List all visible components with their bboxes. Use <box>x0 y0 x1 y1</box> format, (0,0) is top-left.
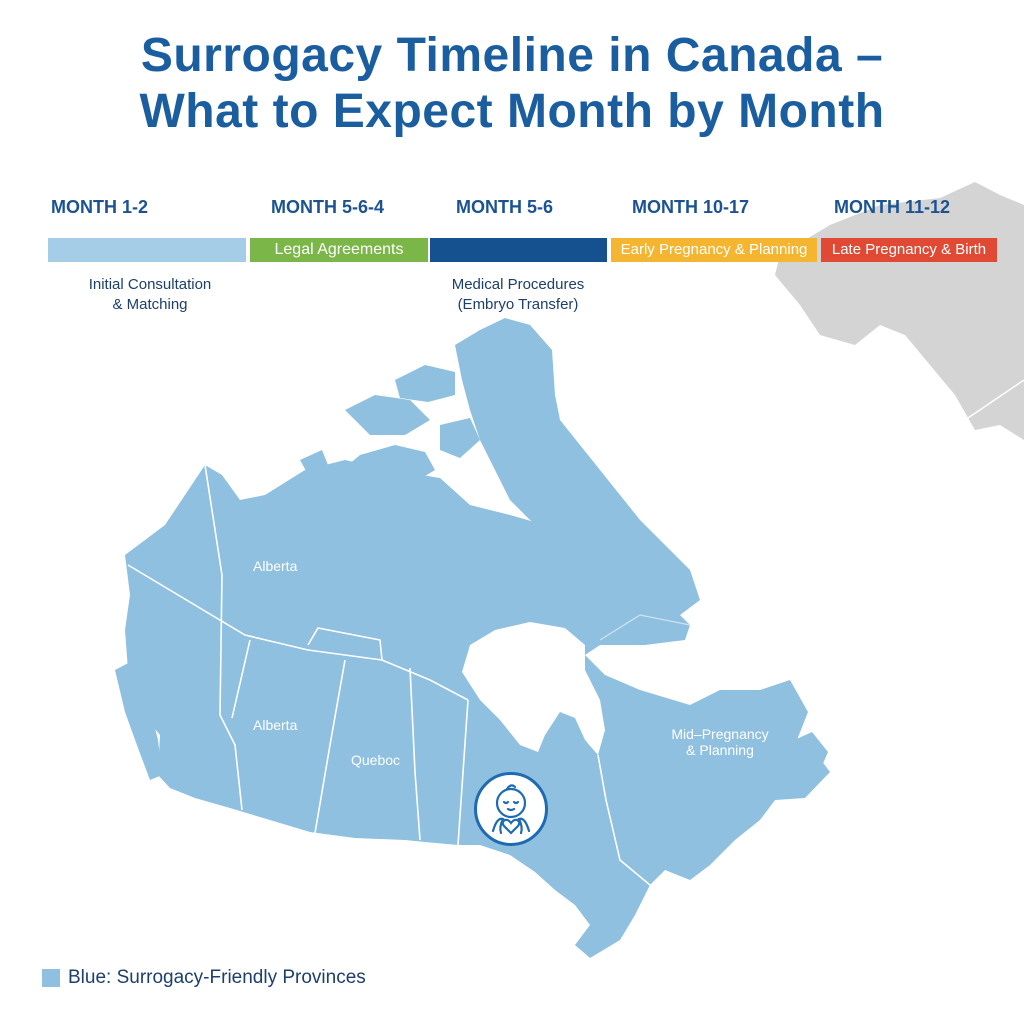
title-line-2: What to Expect Month by Month <box>139 85 885 138</box>
stage-description-medical: Medical Procedures (Embryo Transfer) <box>418 275 618 315</box>
timeline-bar-label: Late Pregnancy & Birth <box>831 241 987 258</box>
timeline-bar-legal: Legal Agreements <box>250 238 428 262</box>
vancouver-island <box>115 662 162 780</box>
month-label-3: MONTH 5-6 <box>456 197 554 217</box>
arctic-island-1 <box>330 445 435 498</box>
baby-badge <box>474 772 548 846</box>
stage-description-consultation: Initial Consultation & Matching <box>50 275 250 315</box>
hudson-bay-water <box>462 622 605 755</box>
map-legend: Blue: Surrogacy-Friendly Provinces <box>42 966 366 990</box>
stage-description-line: Initial Consultation <box>88 276 212 293</box>
arctic-island-5 <box>300 450 330 478</box>
month-label-4: MONTH 10-17 <box>632 197 750 217</box>
map-label-quebec: Queboc <box>351 752 401 768</box>
arctic-island-6 <box>505 470 560 505</box>
province-borders <box>127 464 651 886</box>
timeline-bar-late-pregnancy: Late Pregnancy & Birth <box>821 238 997 262</box>
timeline-bar-early-pregnancy: Early Pregnancy & Planning <box>611 238 817 262</box>
timeline-bar-consultation <box>48 238 246 262</box>
map-label-alberta: Alberta <box>253 717 298 733</box>
baby-heart-icon <box>491 784 531 835</box>
stage-description-line: (Embryo Transfer) <box>457 296 579 313</box>
month-label-2: MONTH 5-6-4 <box>271 197 385 217</box>
stage-description-line: & Matching <box>112 296 188 313</box>
greenland-landmass <box>775 182 1024 440</box>
timeline-bar-label: Early Pregnancy & Planning <box>620 241 808 258</box>
month-label-5: MONTH 11-12 <box>834 197 951 217</box>
map-label-line: & Planning <box>686 742 754 758</box>
month-label-1: MONTH 1-2 <box>51 197 149 217</box>
map-label-mid-pregnancy: Mid–Pregnancy & Planning <box>664 726 776 758</box>
arctic-island-2 <box>345 395 430 435</box>
southampton-island <box>520 578 562 612</box>
page-title: Surrogacy Timeline in Canada – What to E… <box>0 28 1024 140</box>
map-label-line: Mid–Pregnancy <box>671 726 769 742</box>
greenland-border-line <box>964 379 1024 421</box>
timeline-bar-label: Legal Agreements <box>274 241 404 258</box>
newfoundland <box>790 732 828 775</box>
arctic-island-4 <box>440 418 480 458</box>
stage-description-line: Medical Procedures <box>451 276 585 293</box>
timeline-bar-medical <box>430 238 607 262</box>
map-label-alberta-north: Alberta <box>253 558 298 574</box>
title-line-1: Surrogacy Timeline in Canada – <box>140 29 884 82</box>
arctic-island-3 <box>395 365 455 402</box>
legend-swatch <box>42 969 60 987</box>
coast-line <box>599 614 691 641</box>
baffin-island <box>455 318 700 615</box>
legend-text: Blue: Surrogacy-Friendly Provinces <box>68 967 366 988</box>
mainland-canada <box>125 460 830 958</box>
